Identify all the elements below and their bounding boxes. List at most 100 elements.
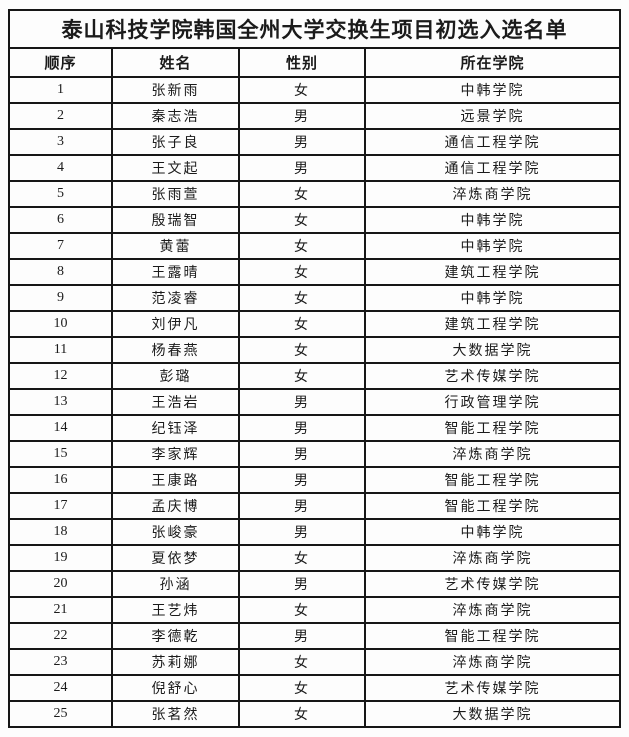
- order-cell: 18: [8, 518, 113, 546]
- gender-cell: 男: [238, 440, 366, 468]
- order-cell: 12: [8, 362, 113, 390]
- name-cell: 王露晴: [111, 258, 240, 286]
- table-row: 7 黄蕾女中韩学院: [8, 232, 621, 260]
- college-cell: 通信工程学院: [364, 154, 621, 182]
- table-row: 24 倪舒心女艺术传媒学院: [8, 674, 621, 702]
- order-cell: 9: [8, 284, 113, 312]
- name-cell: 范凌睿: [111, 284, 240, 312]
- order-cell: 1: [8, 76, 113, 104]
- table-row: 13 王浩岩男行政管理学院: [8, 388, 621, 416]
- order-cell: 21: [8, 596, 113, 624]
- gender-cell: 女: [238, 206, 366, 234]
- name-cell: 王艺炜: [111, 596, 240, 624]
- name-cell: 孟庆博: [111, 492, 240, 520]
- name-cell: 秦志浩: [111, 102, 240, 130]
- col-header-order: 顺序: [8, 47, 113, 78]
- college-cell: 智能工程学院: [364, 414, 621, 442]
- college-cell: 淬炼商学院: [364, 596, 621, 624]
- name-cell: 刘伊凡: [111, 310, 240, 338]
- gender-cell: 男: [238, 128, 366, 156]
- gender-cell: 男: [238, 388, 366, 416]
- header-row: 顺序 姓名 性别 所在学院: [8, 47, 621, 78]
- college-cell: 淬炼商学院: [364, 180, 621, 208]
- order-cell: 20: [8, 570, 113, 598]
- gender-cell: 男: [238, 570, 366, 598]
- college-cell: 通信工程学院: [364, 128, 621, 156]
- roster-body: 1 张新雨女中韩学院 2 秦志浩男远景学院 3 张子良男通信工程学院 4 王文起男通信工程学院…: [8, 76, 621, 728]
- order-cell: 17: [8, 492, 113, 520]
- order-cell: 24: [8, 674, 113, 702]
- college-cell: 艺术传媒学院: [364, 674, 621, 702]
- college-cell: 中韩学院: [364, 206, 621, 234]
- gender-cell: 女: [238, 674, 366, 702]
- table-row: 5 张雨萱女淬炼商学院: [8, 180, 621, 208]
- table-row: 2 秦志浩男远景学院: [8, 102, 621, 130]
- table-row: 16 王康路男智能工程学院: [8, 466, 621, 494]
- name-cell: 彭璐: [111, 362, 240, 390]
- table-row: 25 张茗然女大数据学院: [8, 700, 621, 728]
- table-row: 11 杨春燕女大数据学院: [8, 336, 621, 364]
- table-row: 9 范凌睿女中韩学院: [8, 284, 621, 312]
- name-cell: 王康路: [111, 466, 240, 494]
- gender-cell: 女: [238, 544, 366, 572]
- table-row: 21 王艺炜女淬炼商学院: [8, 596, 621, 624]
- college-cell: 中韩学院: [364, 232, 621, 260]
- document-title: 泰山科技学院韩国全州大学交换生项目初选入选名单: [8, 9, 621, 49]
- college-cell: 艺术传媒学院: [364, 570, 621, 598]
- gender-cell: 男: [238, 492, 366, 520]
- college-cell: 淬炼商学院: [364, 648, 621, 676]
- table-row: 15 李家辉男淬炼商学院: [8, 440, 621, 468]
- gender-cell: 女: [238, 700, 366, 728]
- table-row: 6 殷瑞智女中韩学院: [8, 206, 621, 234]
- gender-cell: 女: [238, 232, 366, 260]
- name-cell: 殷瑞智: [111, 206, 240, 234]
- gender-cell: 男: [238, 102, 366, 130]
- college-cell: 大数据学院: [364, 336, 621, 364]
- gender-cell: 男: [238, 414, 366, 442]
- name-cell: 李家辉: [111, 440, 240, 468]
- order-cell: 6: [8, 206, 113, 234]
- order-cell: 22: [8, 622, 113, 650]
- college-cell: 行政管理学院: [364, 388, 621, 416]
- table-row: 14 纪钰泽男智能工程学院: [8, 414, 621, 442]
- name-cell: 张新雨: [111, 76, 240, 104]
- gender-cell: 女: [238, 258, 366, 286]
- name-cell: 倪舒心: [111, 674, 240, 702]
- order-cell: 8: [8, 258, 113, 286]
- name-cell: 黄蕾: [111, 232, 240, 260]
- name-cell: 张子良: [111, 128, 240, 156]
- order-cell: 11: [8, 336, 113, 364]
- name-cell: 王文起: [111, 154, 240, 182]
- name-cell: 张峻豪: [111, 518, 240, 546]
- title-row: 泰山科技学院韩国全州大学交换生项目初选入选名单: [8, 9, 621, 49]
- gender-cell: 女: [238, 284, 366, 312]
- order-cell: 13: [8, 388, 113, 416]
- gender-cell: 男: [238, 518, 366, 546]
- gender-cell: 女: [238, 336, 366, 364]
- college-cell: 中韩学院: [364, 76, 621, 104]
- college-cell: 淬炼商学院: [364, 440, 621, 468]
- name-cell: 苏莉娜: [111, 648, 240, 676]
- order-cell: 4: [8, 154, 113, 182]
- gender-cell: 男: [238, 154, 366, 182]
- college-cell: 中韩学院: [364, 284, 621, 312]
- col-header-college: 所在学院: [364, 47, 621, 78]
- name-cell: 张雨萱: [111, 180, 240, 208]
- table-row: 19 夏依梦女淬炼商学院: [8, 544, 621, 572]
- table-row: 4 王文起男通信工程学院: [8, 154, 621, 182]
- gender-cell: 男: [238, 466, 366, 494]
- college-cell: 大数据学院: [364, 700, 621, 728]
- college-cell: 智能工程学院: [364, 466, 621, 494]
- gender-cell: 女: [238, 362, 366, 390]
- order-cell: 3: [8, 128, 113, 156]
- table-row: 23 苏莉娜女淬炼商学院: [8, 648, 621, 676]
- college-cell: 艺术传媒学院: [364, 362, 621, 390]
- table-row: 3 张子良男通信工程学院: [8, 128, 621, 156]
- name-cell: 杨春燕: [111, 336, 240, 364]
- college-cell: 淬炼商学院: [364, 544, 621, 572]
- order-cell: 23: [8, 648, 113, 676]
- college-cell: 智能工程学院: [364, 622, 621, 650]
- name-cell: 王浩岩: [111, 388, 240, 416]
